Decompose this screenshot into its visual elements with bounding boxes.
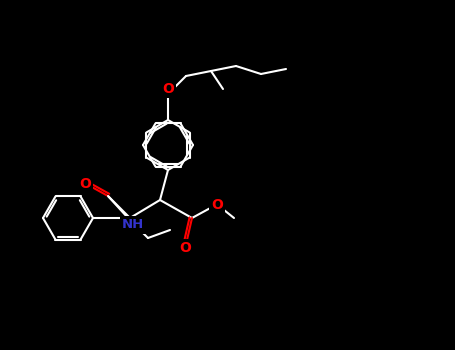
Text: O: O [162,82,174,96]
Text: O: O [179,241,191,255]
Text: O: O [211,198,223,212]
Text: NH: NH [122,218,144,231]
Text: O: O [79,177,91,191]
